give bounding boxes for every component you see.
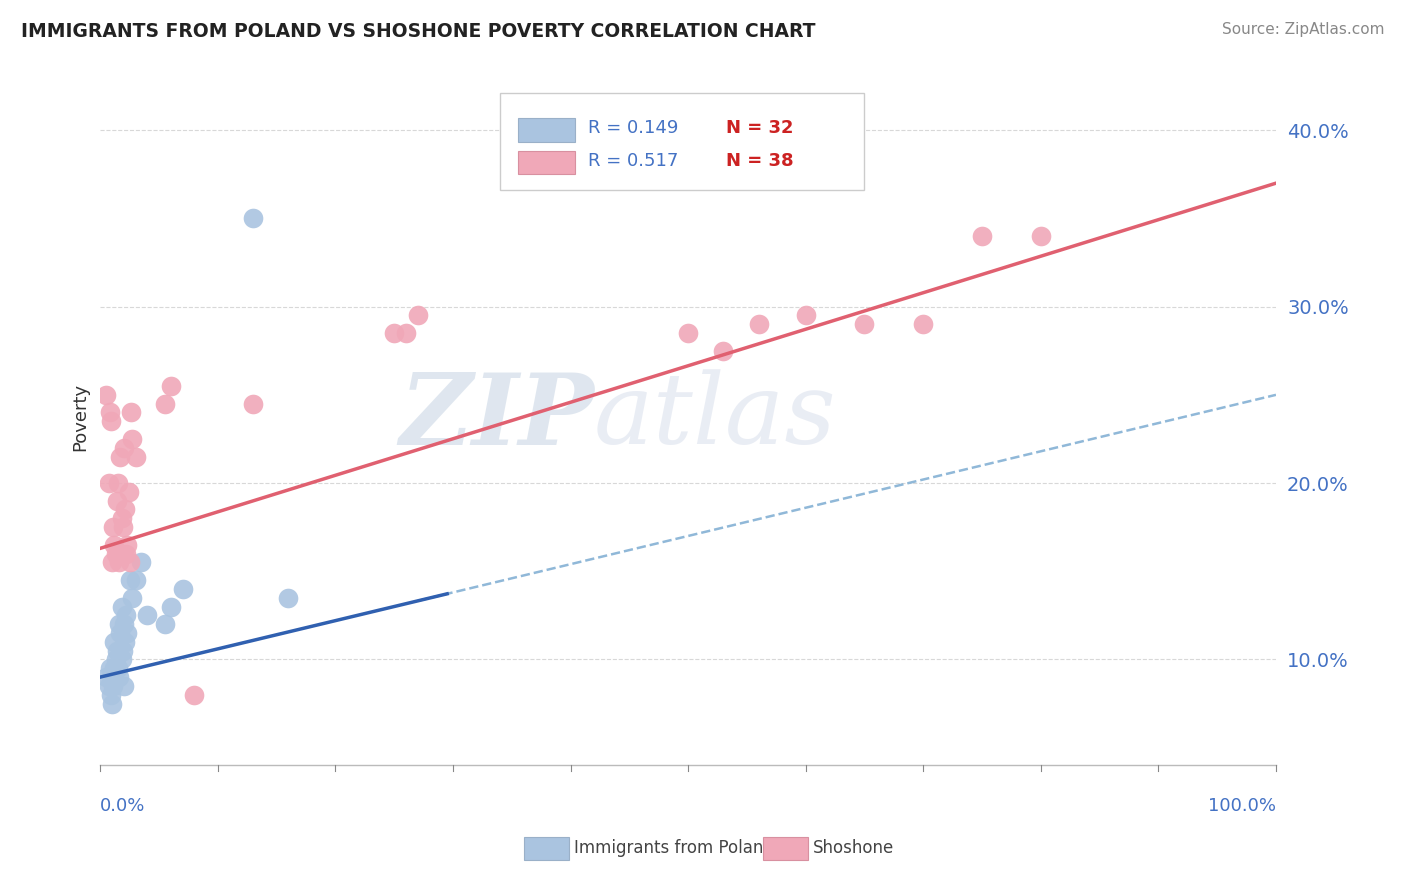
Point: [107, 476, 129, 491]
Point: [121, 591, 143, 605]
Point: [103, 679, 125, 693]
Text: IMMIGRANTS FROM POLAND VS SHOSHONE POVERTY CORRELATION CHART: IMMIGRANTS FROM POLAND VS SHOSHONE POVER…: [21, 22, 815, 41]
Point: [713, 343, 735, 358]
Text: 100.0%: 100.0%: [1208, 797, 1277, 815]
Point: [103, 520, 125, 534]
Point: [103, 661, 125, 675]
Point: [114, 634, 136, 648]
Point: [112, 617, 135, 632]
Point: [112, 441, 135, 455]
Point: [110, 652, 132, 666]
Point: [382, 326, 405, 340]
Point: [100, 414, 122, 428]
Point: [110, 599, 132, 614]
Point: [794, 309, 817, 323]
Text: atlas: atlas: [595, 369, 837, 465]
FancyBboxPatch shape: [517, 118, 575, 142]
Point: [118, 556, 141, 570]
Point: [153, 397, 176, 411]
Point: [117, 484, 139, 499]
Point: [153, 617, 176, 632]
Point: [98, 405, 121, 419]
Point: [110, 450, 132, 464]
Point: [105, 493, 128, 508]
Point: [96, 670, 118, 684]
Point: [242, 397, 264, 411]
Text: R = 0.517: R = 0.517: [588, 153, 679, 170]
Point: [104, 547, 127, 561]
Text: 0.0%: 0.0%: [100, 797, 146, 815]
Text: Shoshone: Shoshone: [813, 839, 894, 857]
Point: [98, 661, 121, 675]
Point: [101, 556, 124, 570]
Point: [110, 511, 132, 525]
FancyBboxPatch shape: [517, 151, 575, 175]
Point: [160, 599, 183, 614]
Point: [117, 626, 139, 640]
Point: [105, 643, 128, 657]
Point: [103, 538, 125, 552]
Text: R = 0.149: R = 0.149: [588, 120, 679, 137]
Point: [107, 661, 129, 675]
Point: [136, 608, 159, 623]
Point: [160, 379, 183, 393]
Text: Immigrants from Poland: Immigrants from Poland: [574, 839, 773, 857]
Point: [96, 388, 118, 402]
Point: [676, 326, 699, 340]
Point: [242, 211, 264, 226]
Point: [103, 634, 125, 648]
Point: [117, 538, 139, 552]
Point: [124, 573, 146, 587]
Point: [970, 229, 993, 244]
Point: [748, 318, 770, 332]
Point: [108, 670, 131, 684]
Point: [1029, 229, 1052, 244]
Point: [101, 697, 124, 711]
Point: [108, 556, 131, 570]
Point: [110, 626, 132, 640]
Text: N = 32: N = 32: [725, 120, 793, 137]
FancyBboxPatch shape: [501, 93, 865, 191]
Point: [118, 573, 141, 587]
Point: [120, 405, 142, 419]
Point: [115, 608, 138, 623]
Point: [853, 318, 876, 332]
Point: [121, 432, 143, 446]
Point: [97, 476, 120, 491]
Point: [912, 318, 935, 332]
Text: N = 38: N = 38: [725, 153, 793, 170]
Point: [111, 520, 134, 534]
Point: [111, 643, 134, 657]
Point: [112, 679, 135, 693]
Point: [172, 582, 194, 596]
Point: [124, 450, 146, 464]
Point: [131, 556, 153, 570]
Point: [406, 309, 429, 323]
Point: [97, 679, 120, 693]
Text: ZIP: ZIP: [399, 368, 595, 465]
Point: [115, 547, 138, 561]
Point: [108, 617, 131, 632]
Point: [100, 688, 122, 702]
Point: [395, 326, 418, 340]
Y-axis label: Poverty: Poverty: [72, 383, 89, 451]
Point: [277, 591, 299, 605]
Point: [183, 688, 205, 702]
Point: [104, 652, 127, 666]
Point: [114, 502, 136, 516]
Text: Source: ZipAtlas.com: Source: ZipAtlas.com: [1222, 22, 1385, 37]
